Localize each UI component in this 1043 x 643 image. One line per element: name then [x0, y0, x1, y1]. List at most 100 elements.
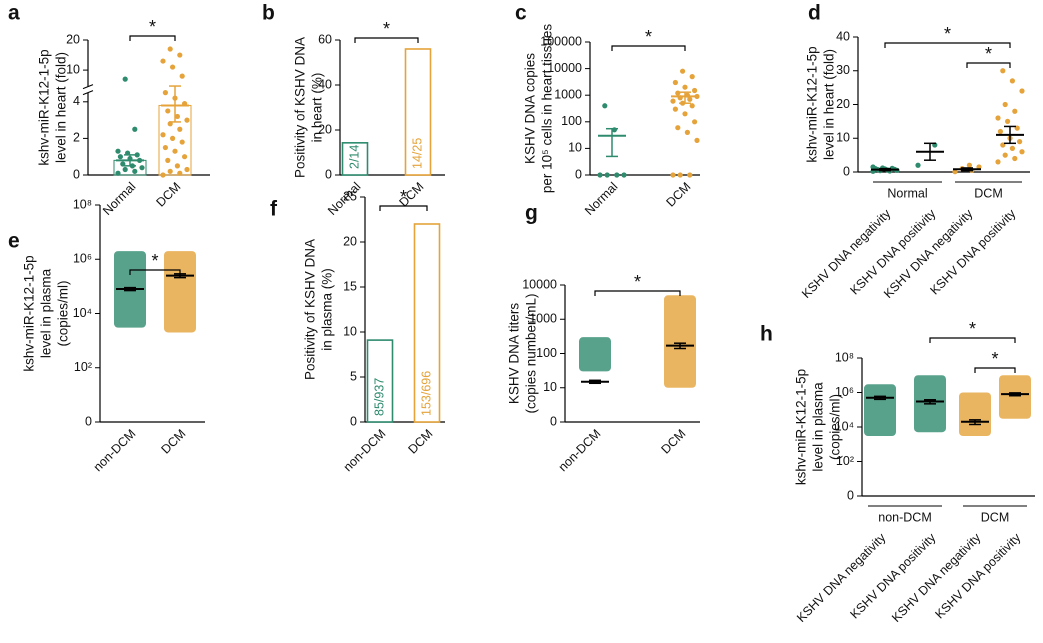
data-point — [172, 148, 178, 154]
x-tick-label: DCM — [153, 180, 183, 210]
y-axis-label: Positivity of KSHV DNA — [293, 37, 308, 178]
data-point — [160, 172, 166, 178]
significance-label: * — [969, 319, 976, 339]
data-point — [682, 111, 688, 117]
point-cloud — [579, 337, 611, 372]
data-point — [165, 157, 171, 163]
y-tick-label: 25 — [343, 189, 357, 203]
data-point — [694, 137, 700, 143]
data-point — [675, 90, 681, 96]
group-label: non-DCM — [878, 510, 932, 524]
y-axis-label: (copies/ml) — [828, 394, 843, 460]
y-axis-label: kshv-miR-K12-1-5p — [805, 46, 820, 162]
y-tick-label: 10000 — [547, 61, 582, 75]
x-tick-label: KSHV DNA positivity — [848, 530, 939, 621]
data-point — [687, 96, 693, 102]
bar — [404, 48, 432, 176]
data-point — [952, 169, 958, 175]
y-axis-label: level in plasma — [39, 268, 54, 358]
data-point — [167, 168, 173, 174]
y-tick-label: 0 — [73, 167, 80, 181]
y-tick-label: 100 — [536, 346, 557, 360]
data-point — [614, 172, 620, 178]
y-tick-label: 10⁶ — [73, 252, 92, 266]
y-axis-label: in heart (%) — [310, 73, 325, 143]
y-tick-label: 0 — [550, 414, 557, 428]
point-cloud — [959, 392, 991, 437]
data-point — [997, 128, 1004, 135]
x-tick-label: non-DCM — [341, 427, 389, 475]
data-point — [672, 79, 679, 86]
data-point — [680, 68, 686, 74]
point-cloud — [664, 295, 696, 388]
bar — [413, 223, 441, 423]
y-axis-label: in plasma (%) — [320, 268, 335, 351]
point-cloud — [864, 384, 896, 437]
y-tick-label: 10⁴ — [73, 306, 92, 320]
y-axis-label: level in heart (fold) — [54, 52, 69, 163]
data-point — [174, 163, 180, 169]
data-point — [675, 125, 681, 131]
y-tick-label: 0 — [575, 167, 582, 181]
y-tick-label: 15 — [343, 279, 357, 293]
x-tick-label: KSHV DNA positivity — [928, 206, 1019, 297]
significance-bracket — [354, 37, 419, 43]
data-point — [179, 139, 185, 145]
significance-bracket — [929, 337, 1016, 343]
data-point — [122, 76, 128, 82]
significance-bracket — [129, 35, 176, 41]
significance-label: * — [149, 17, 156, 37]
group-label: Normal — [887, 186, 927, 200]
data-point — [621, 172, 627, 178]
significance-label: * — [383, 19, 390, 39]
y-tick-label: 40 — [836, 29, 850, 43]
y-tick-label: 0 — [85, 414, 92, 428]
panel-label: e — [8, 230, 20, 253]
data-point — [1019, 149, 1025, 155]
y-tick-label: 100000 — [540, 34, 582, 48]
data-point — [692, 119, 698, 125]
data-point — [160, 132, 166, 138]
y-tick-label: 0 — [847, 488, 854, 502]
data-point — [115, 170, 121, 176]
data-point — [677, 172, 683, 178]
data-point — [182, 154, 188, 160]
y-axis-label: per 10⁵ cells in heart tissues — [540, 24, 555, 193]
data-point — [995, 115, 1001, 121]
data-point — [162, 90, 168, 96]
y-tick-label: 10⁸ — [73, 197, 92, 211]
data-point — [134, 152, 140, 158]
data-point — [160, 58, 166, 64]
significance-label: * — [991, 349, 998, 369]
data-point — [1009, 145, 1016, 151]
y-tick-label: 1000 — [529, 312, 557, 326]
data-point — [670, 172, 676, 178]
data-point — [1012, 108, 1018, 114]
data-point — [132, 168, 138, 174]
data-point — [1009, 78, 1016, 84]
data-point — [139, 165, 145, 171]
significance-bracket — [974, 367, 1016, 373]
data-point — [162, 144, 168, 151]
data-point — [179, 73, 185, 79]
y-tick-label: 40 — [318, 77, 332, 91]
y-tick-label: 10⁶ — [835, 385, 854, 399]
y-tick-label: 4 — [73, 94, 80, 108]
y-tick-label: 30 — [836, 63, 850, 77]
data-point — [177, 170, 183, 176]
y-axis-label: Positivity of KSHV DNA — [303, 239, 318, 380]
point-cloud — [999, 375, 1031, 419]
y-axis-label: level in heart (fold) — [822, 49, 837, 160]
group-label: DCM — [981, 510, 1009, 524]
y-tick-label: 20 — [66, 32, 80, 46]
data-point — [1019, 88, 1025, 94]
significance-label: * — [645, 27, 652, 47]
value-label: 85/937 — [372, 378, 386, 416]
x-tick-label: DCM — [658, 427, 688, 457]
axis-break — [82, 90, 94, 96]
data-point — [177, 126, 183, 132]
panel-label: b — [262, 2, 275, 25]
y-tick-label: 10⁴ — [835, 419, 854, 433]
significance-label: * — [400, 187, 407, 207]
y-axis-label: kshv-miR-K12-1-5p — [37, 49, 52, 165]
